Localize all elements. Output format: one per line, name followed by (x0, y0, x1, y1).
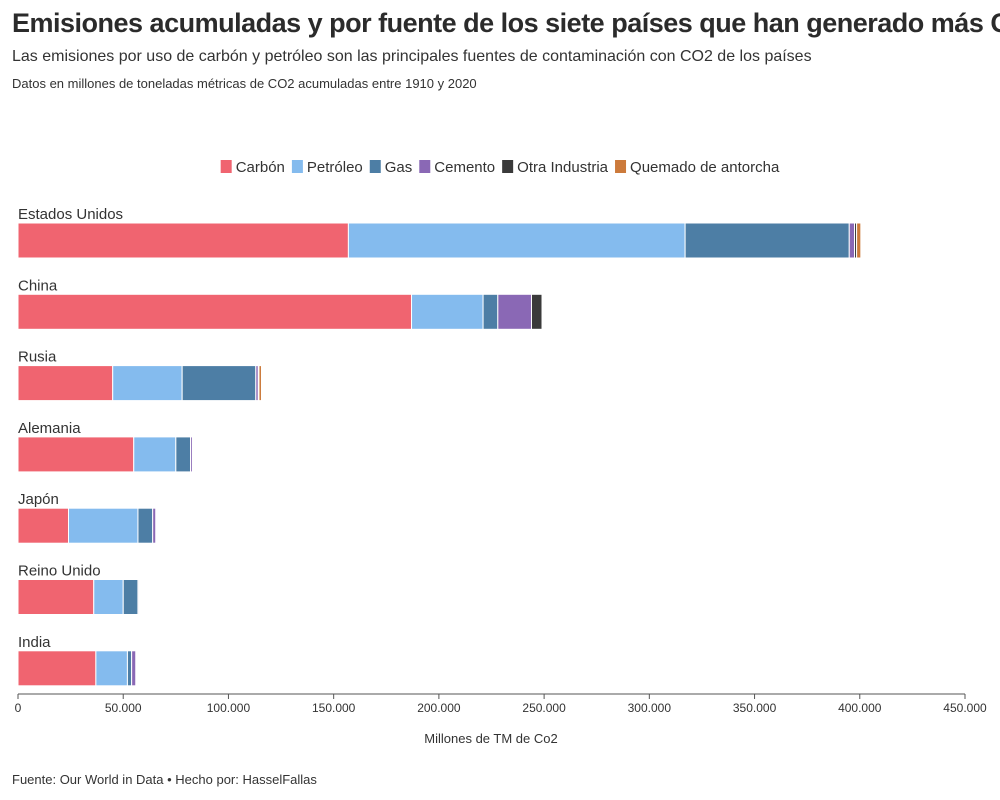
bar-segment (138, 579, 141, 615)
chart-title: Emisiones acumuladas y por fuente de los… (12, 8, 1000, 38)
bar-segment (17, 650, 97, 687)
x-axis: 0 50.000 100.000 150.000 200.000 250.000 300.0… (15, 693, 987, 715)
x-tick-label: 150.000 (312, 701, 356, 715)
bars-area: Estados Unidos China Rusia Alemania Japón Rei… (17, 206, 862, 687)
source-note: Fuente: Our World in Data • Hecho por: H… (12, 772, 317, 787)
legend-item: Quemado de antorcha (615, 159, 780, 176)
bar-row: Japón (17, 491, 157, 544)
bar-segment (17, 436, 135, 473)
bar-row: Reino Unido (17, 563, 141, 615)
bar-segment (482, 293, 499, 330)
legend-item: Petróleo (291, 159, 363, 176)
x-axis-label: Millones de TM de Co2 (424, 731, 557, 746)
legend-swatch (291, 160, 303, 173)
bar-segment (175, 436, 192, 473)
x-tick-label: 350.000 (733, 701, 777, 715)
legend-label: Otra Industria (517, 159, 609, 176)
legend-swatch (369, 160, 381, 173)
x-tick-label: 200.000 (417, 701, 461, 715)
bar-segment (122, 579, 139, 615)
legend-label: Quemado de antorcha (630, 159, 780, 176)
legend-item: Gas (369, 159, 413, 176)
legend-swatch (220, 160, 232, 173)
bar-segment (17, 579, 95, 615)
x-tick-label: 400.000 (838, 701, 882, 715)
category-label: Alemania (18, 420, 81, 437)
chart-subtitle: Las emisiones por uso de carbón y petról… (12, 48, 812, 65)
legend-swatch (502, 160, 514, 173)
bar-segment (848, 222, 856, 259)
x-tick-label: 100.000 (207, 701, 251, 715)
category-label: India (18, 634, 51, 651)
legend-label: Gas (385, 159, 413, 176)
bar-row: India (17, 634, 137, 687)
bar-segment (95, 650, 128, 687)
chart-note: Datos en millones de toneladas métricas … (12, 76, 477, 91)
bar-segment (17, 507, 70, 544)
bar-segment (68, 507, 139, 544)
category-label: Rusia (18, 349, 57, 366)
bar-segment (17, 222, 349, 259)
chart-legend: Carbón Petróleo Gas Cemento Otra Industria Qu… (220, 159, 780, 176)
bar-segment (112, 365, 183, 402)
bar-segment (126, 650, 133, 687)
bar-segment (530, 293, 543, 330)
x-tick-label: 0 (15, 701, 22, 715)
category-label: Estados Unidos (18, 206, 123, 223)
bar-row: China (17, 277, 543, 330)
bar-segment (137, 507, 154, 544)
x-tick-label: 450.000 (943, 701, 987, 715)
bar-row: Rusia (17, 349, 262, 402)
category-label: Japón (18, 491, 59, 508)
legend-label: Carbón (236, 159, 285, 176)
bar-segment (856, 222, 862, 259)
bar-segment (135, 650, 137, 687)
bar-segment (181, 365, 257, 402)
bar-segment (17, 293, 413, 330)
legend-label: Cemento (434, 159, 495, 176)
bar-segment (191, 436, 194, 473)
category-label: Reino Unido (18, 563, 101, 580)
legend-item: Carbón (220, 159, 285, 176)
bar-segment (411, 293, 484, 330)
bar-segment (133, 436, 177, 473)
legend-label: Petróleo (307, 159, 363, 176)
bar-segment (155, 507, 157, 544)
x-tick-label: 250.000 (522, 701, 566, 715)
x-tick-label: 300.000 (628, 701, 672, 715)
legend-swatch (419, 160, 431, 173)
legend-swatch (615, 160, 627, 173)
bar-segment (347, 222, 686, 259)
bar-segment (93, 579, 124, 615)
bar-segment (17, 365, 114, 402)
legend-item: Cemento (419, 159, 495, 176)
bar-segment (684, 222, 850, 259)
bar-segment (258, 365, 262, 402)
category-label: China (18, 277, 58, 294)
x-tick-label: 50.000 (105, 701, 142, 715)
bar-segment (131, 650, 137, 687)
bar-segment (497, 293, 532, 330)
bar-row: Estados Unidos (17, 206, 862, 259)
bar-row: Alemania (17, 420, 194, 473)
legend-item: Otra Industria (502, 159, 609, 176)
